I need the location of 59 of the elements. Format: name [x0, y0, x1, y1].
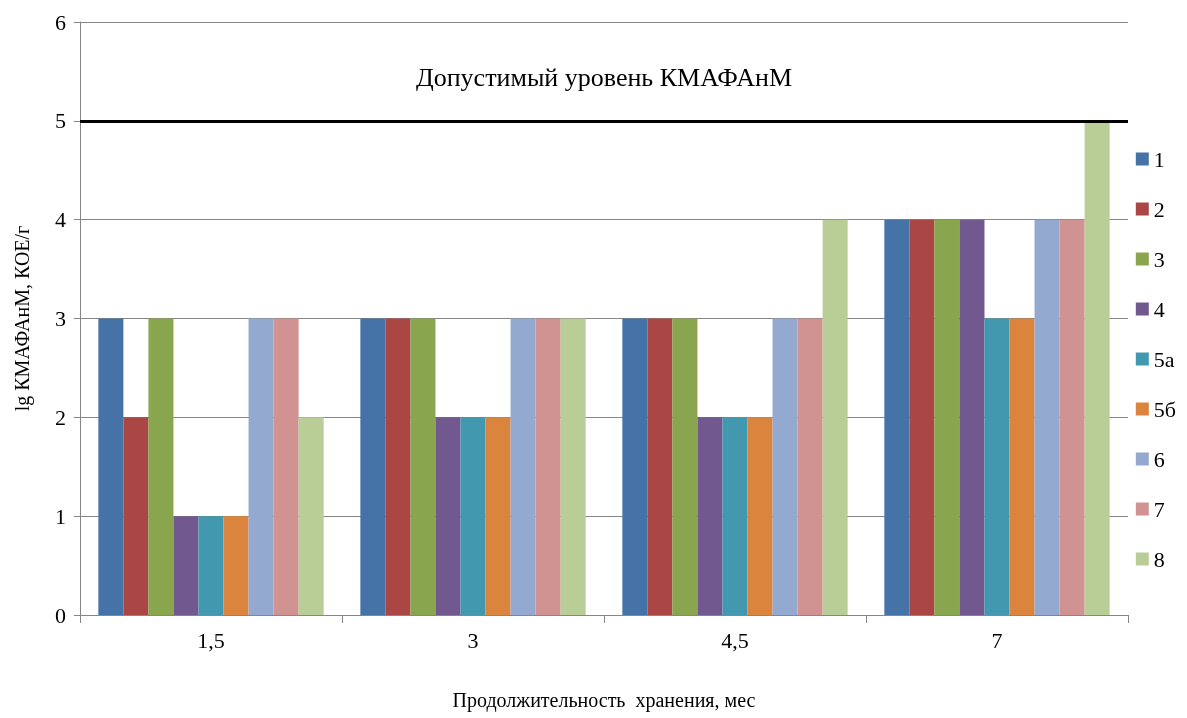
bar — [360, 318, 386, 615]
legend-label: 5а — [1153, 346, 1175, 372]
ref-line-label: Допустимый уровень КМАФАнМ — [415, 63, 793, 93]
legend-label: 2 — [1153, 196, 1165, 222]
legend-label: 5б — [1153, 396, 1177, 422]
bar — [959, 219, 985, 615]
x-tick-label: 4,5 — [721, 627, 749, 653]
bar — [822, 219, 848, 615]
x-axis-title: Продолжительность хранения, мес — [452, 689, 756, 712]
legend-label: 3 — [1153, 246, 1165, 272]
bar — [435, 417, 461, 615]
bar — [410, 318, 436, 615]
bar — [98, 318, 124, 615]
bar — [1034, 219, 1060, 615]
bar — [460, 417, 486, 615]
bar — [909, 219, 935, 615]
x-tick-label: 7 — [991, 627, 1003, 653]
bar — [298, 417, 324, 615]
y-axis-title: lg КМАФАнМ, КОЕ/г — [11, 225, 34, 412]
bar — [385, 318, 411, 615]
bar — [273, 318, 299, 615]
legend-label: 7 — [1153, 496, 1165, 522]
legend-label: 1 — [1153, 146, 1165, 172]
legend-label: 6 — [1153, 446, 1165, 472]
y-tick-label: 1 — [55, 503, 66, 529]
bar — [697, 417, 723, 615]
y-tick-label: 3 — [55, 306, 66, 331]
bar — [647, 318, 673, 615]
y-tick-label: 0 — [55, 602, 66, 628]
legend-label: 8 — [1153, 546, 1165, 572]
bar — [622, 318, 648, 615]
bar — [223, 516, 249, 615]
bar — [535, 318, 561, 615]
bar — [510, 318, 536, 615]
legend-label: 4 — [1153, 296, 1165, 322]
bar — [797, 318, 823, 615]
bar — [772, 318, 798, 615]
bar — [884, 219, 910, 615]
y-tick-label: 4 — [55, 207, 66, 233]
x-tick-label: 1,5 — [197, 627, 225, 653]
bar — [560, 318, 586, 615]
bar — [722, 417, 748, 615]
bar — [747, 417, 773, 615]
y-tick-label: 6 — [55, 9, 66, 35]
bar — [485, 417, 511, 615]
bar — [1009, 318, 1035, 615]
bar — [984, 318, 1010, 615]
bar — [934, 219, 960, 615]
bar — [248, 318, 274, 615]
bar — [198, 516, 224, 615]
bar — [123, 417, 149, 615]
y-tick-label: 2 — [55, 404, 66, 430]
x-tick-label: 3 — [467, 627, 479, 653]
bar — [173, 516, 199, 615]
bar — [672, 318, 698, 615]
bar — [1059, 219, 1085, 615]
bar — [148, 318, 174, 615]
bar — [1084, 120, 1110, 615]
y-tick-label: 5 — [55, 108, 66, 134]
